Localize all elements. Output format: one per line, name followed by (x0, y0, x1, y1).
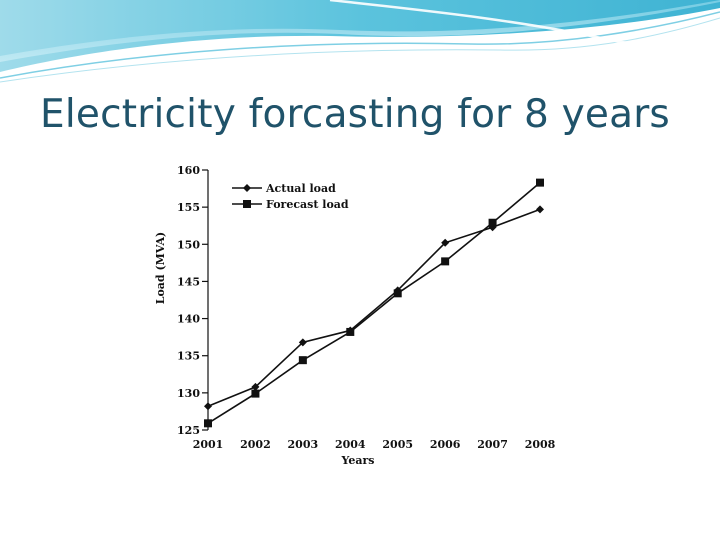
data-point (441, 238, 450, 247)
slide-header-decoration (0, 0, 720, 83)
series-actual-load (204, 205, 544, 411)
x-tick-label: 2004 (335, 438, 366, 451)
data-point (441, 257, 450, 266)
data-point (204, 402, 212, 411)
legend-label: Forecast load (266, 198, 349, 211)
y-tick-label: 135 (177, 350, 200, 363)
data-point (346, 327, 355, 336)
x-tick-label: 2001 (193, 438, 224, 451)
chart-canvas: 125 130 135 140 145 150 155 160 2001 2002 2003 2004… (154, 164, 556, 467)
y-tick-label: 130 (177, 387, 200, 400)
x-tick-label: 2005 (382, 438, 413, 451)
x-tick-label: 2008 (525, 438, 556, 451)
y-tick-label: 145 (177, 275, 200, 288)
data-point (536, 205, 544, 214)
x-tick-label: 2002 (240, 438, 271, 451)
series-line (207, 182, 541, 424)
chart-series (204, 178, 544, 428)
legend-label: Actual load (265, 182, 336, 195)
y-tick-label: 160 (177, 164, 200, 177)
y-axis-label: Load (MVA) (154, 232, 167, 305)
chart-ticks: 125 130 135 140 145 150 155 160 2001 2002 2003 2004… (177, 164, 556, 451)
chart-legend: Actual load Forecast load (232, 182, 349, 211)
legend-marker (243, 200, 251, 208)
data-point (393, 289, 402, 298)
y-tick-label: 155 (177, 201, 200, 214)
x-tick-label: 2003 (288, 438, 319, 451)
x-axis-label: Years (340, 454, 374, 467)
slide-title: Electricity forcasting for 8 years (40, 92, 670, 137)
line-chart: 125 130 135 140 145 150 155 160 2001 2002 2003 2004… (146, 158, 560, 470)
series-line (207, 208, 541, 407)
data-point (488, 218, 497, 227)
legend-marker (243, 184, 251, 192)
y-tick-label: 150 (177, 238, 200, 251)
data-point (298, 356, 307, 365)
x-tick-label: 2007 (477, 438, 508, 451)
y-tick-label: 140 (177, 313, 200, 326)
data-point (536, 178, 544, 187)
data-point (251, 382, 260, 391)
x-tick-label: 2006 (430, 438, 461, 451)
y-tick-label: 125 (177, 424, 200, 437)
legend-entry: Actual load (232, 182, 336, 195)
data-point (251, 389, 260, 398)
data-point (298, 338, 307, 347)
data-point (204, 419, 212, 428)
series-forecast-load (204, 178, 544, 428)
legend-entry: Forecast load (232, 198, 349, 211)
